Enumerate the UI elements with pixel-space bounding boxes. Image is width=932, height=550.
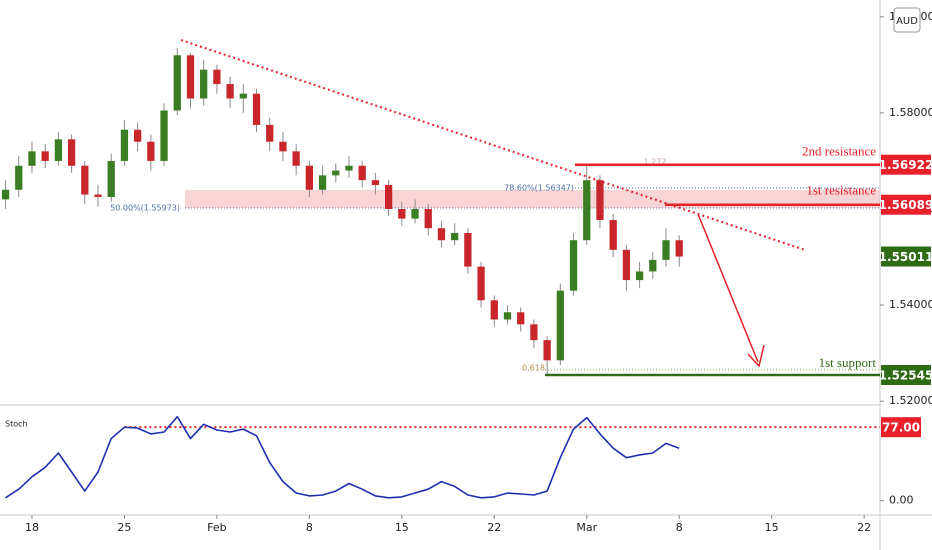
- overbought-box: [881, 417, 921, 438]
- candle-body: [292, 151, 300, 166]
- candle-body: [371, 180, 380, 185]
- candle-body: [279, 141, 287, 152]
- candle-body: [15, 165, 23, 190]
- arrow: [697, 213, 759, 363]
- stoch-line: [5, 415, 680, 499]
- candle-body: [398, 208, 406, 219]
- price-label-box: [881, 154, 931, 175]
- price-label: 1.52545: [879, 368, 932, 382]
- currency-label: AUD: [896, 16, 918, 27]
- candle-body: [517, 312, 525, 325]
- candle-body: [464, 233, 472, 267]
- candle-body: [424, 208, 432, 229]
- candle-body: [345, 165, 353, 171]
- candle-body: [173, 55, 181, 111]
- level-name: 2nd resistance: [802, 144, 876, 159]
- candle-body: [226, 84, 234, 99]
- price-label-box: [881, 364, 931, 385]
- level-name: 1st support: [819, 355, 877, 370]
- candle-body: [305, 165, 313, 190]
- candle-body: [662, 240, 670, 260]
- candle-body: [649, 259, 657, 272]
- candle-body: [120, 129, 129, 161]
- candle-body: [596, 180, 604, 221]
- x-tick-label: 15: [765, 521, 779, 534]
- candle-body: [635, 271, 644, 281]
- candle-body: [332, 170, 340, 176]
- x-tick-label: 8: [676, 521, 683, 534]
- candle-body: [358, 165, 366, 181]
- price-label: 1.56922: [879, 158, 932, 172]
- candle-body: [437, 228, 446, 241]
- stoch-title: Stoch: [5, 420, 28, 429]
- candle-body: [1, 189, 10, 200]
- level-name: 1st resistance: [806, 183, 876, 198]
- candle-body: [200, 69, 208, 99]
- y-tick-label: 1.52000: [889, 394, 932, 407]
- candle-body: [490, 300, 498, 320]
- candle-body: [160, 110, 168, 161]
- candle-body: [134, 129, 142, 142]
- candle-body: [609, 220, 617, 250]
- currency-box: [893, 7, 921, 33]
- fib-label: 50.00%(1.55973): [110, 204, 180, 213]
- stoch-tick-label: 0.00: [889, 494, 914, 507]
- y-tick-label: 1.54000: [889, 298, 932, 311]
- candle-body: [569, 240, 578, 291]
- x-tick-label: Mar: [576, 521, 597, 534]
- candle-body: [556, 290, 564, 361]
- candle-body: [411, 208, 419, 219]
- candle-body: [252, 93, 261, 125]
- last-price-label: 1.55011: [879, 250, 932, 264]
- candle-body: [107, 160, 115, 197]
- overbought-label: 77.00: [882, 421, 920, 435]
- x-tick-label: 22: [857, 521, 871, 534]
- x-tick-label: 18: [25, 521, 39, 534]
- fib-label: 0.618: [522, 364, 545, 373]
- candle-body: [622, 249, 631, 281]
- candle-body: [530, 324, 538, 341]
- arrow-head: [747, 344, 765, 368]
- fib-label: 78.60%(1.56347): [504, 184, 574, 193]
- candle-body: [67, 139, 76, 166]
- candle-body: [675, 240, 683, 257]
- y-tick-label: 1.58000: [889, 106, 932, 119]
- x-tick-label: Feb: [207, 521, 226, 534]
- candle-body: [543, 340, 551, 361]
- candle-body: [583, 180, 591, 241]
- last-price-box: [881, 246, 931, 267]
- candle-body: [147, 141, 155, 161]
- price-label-box: [881, 194, 931, 215]
- x-tick-label: 25: [117, 521, 131, 534]
- candle-body: [186, 55, 195, 99]
- candle-body: [477, 266, 485, 301]
- x-tick-label: 22: [487, 521, 501, 534]
- candle-body: [266, 124, 274, 142]
- price-label: 1.56089: [879, 198, 932, 212]
- candle-body: [54, 139, 63, 161]
- candle-body: [503, 312, 512, 320]
- candle-body: [81, 165, 89, 195]
- candle-body: [213, 69, 221, 85]
- candle-body: [28, 151, 36, 166]
- candle-body: [94, 194, 102, 197]
- x-tick-label: 15: [395, 521, 409, 534]
- candle-body: [41, 151, 49, 161]
- candle-body: [239, 93, 247, 99]
- candle-body: [318, 175, 327, 190]
- candle-body: [451, 233, 459, 241]
- candle-body: [384, 184, 393, 209]
- x-tick-label: 8: [306, 521, 313, 534]
- fib-label: 1.272: [644, 158, 667, 167]
